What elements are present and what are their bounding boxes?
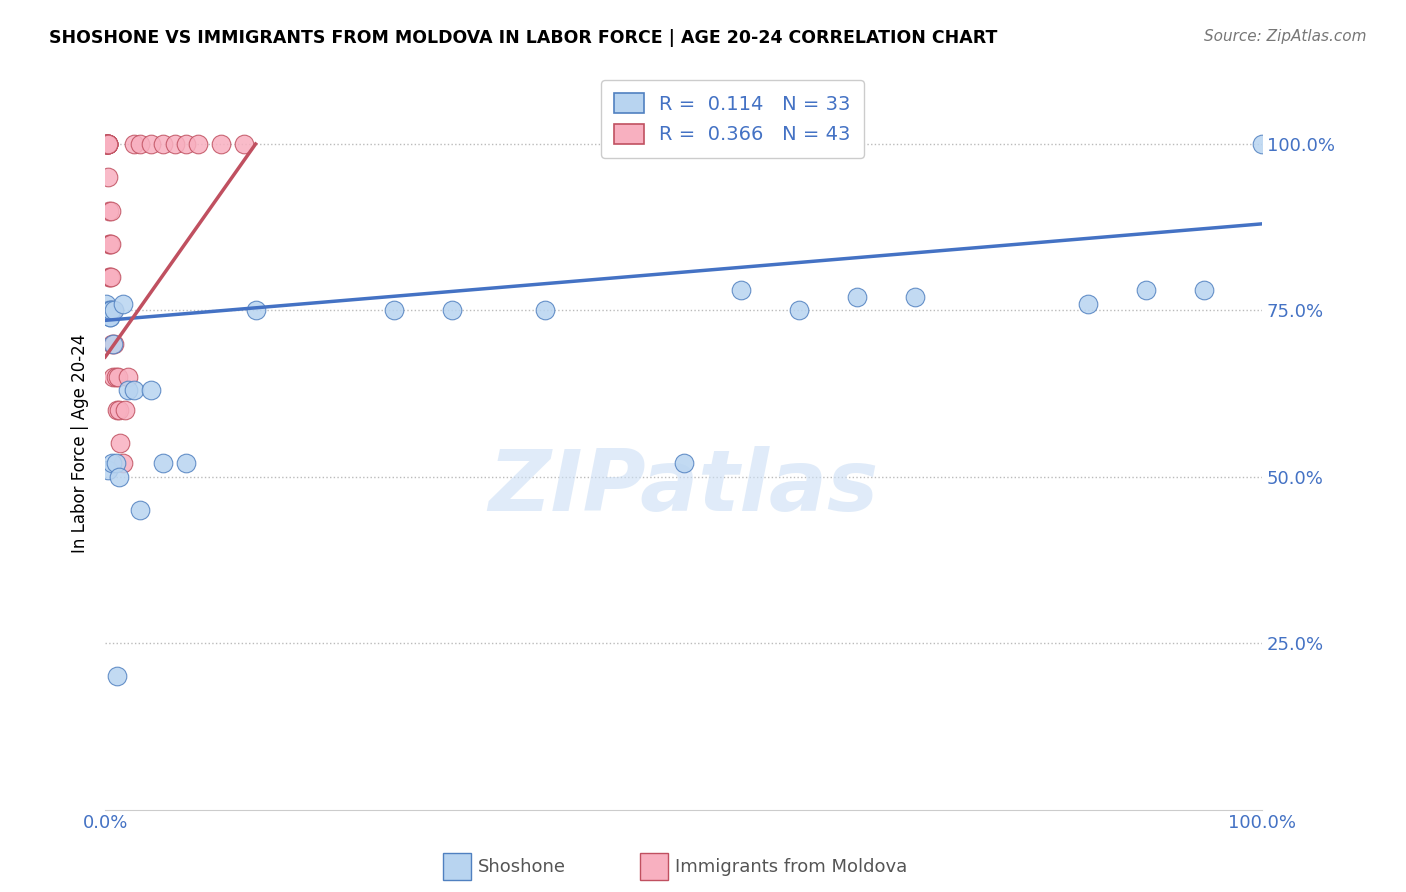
Point: [96, 136, 118, 151]
Point: [103, 370, 125, 384]
Point: [1077, 296, 1099, 310]
Point: [904, 290, 927, 304]
Point: [117, 383, 139, 397]
Text: Source: ZipAtlas.com: Source: ZipAtlas.com: [1204, 29, 1367, 44]
Point: [846, 290, 869, 304]
Point: [1135, 284, 1157, 298]
Point: [97, 236, 120, 251]
Point: [96, 136, 118, 151]
Point: [96, 136, 118, 151]
Point: [103, 336, 125, 351]
Point: [787, 303, 810, 318]
Point: [533, 303, 555, 318]
Point: [384, 303, 406, 318]
Point: [103, 336, 125, 351]
Point: [129, 136, 152, 151]
Point: [101, 336, 124, 351]
Point: [187, 136, 209, 151]
Point: [98, 236, 121, 251]
Point: [96, 170, 118, 185]
Point: [1251, 136, 1274, 151]
Point: [117, 370, 139, 384]
Point: [1192, 284, 1215, 298]
Point: [98, 270, 121, 285]
Point: [105, 403, 128, 417]
Point: [96, 136, 118, 151]
Legend: R =  0.114   N = 33, R =  0.366   N = 43: R = 0.114 N = 33, R = 0.366 N = 43: [600, 80, 865, 158]
Point: [97, 270, 120, 285]
Point: [209, 136, 232, 151]
Point: [96, 136, 118, 151]
Point: [141, 136, 163, 151]
Point: [141, 383, 163, 397]
Point: [104, 370, 127, 384]
Text: Immigrants from Moldova: Immigrants from Moldova: [675, 858, 907, 876]
Point: [101, 303, 124, 318]
Point: [100, 270, 122, 285]
Point: [103, 303, 125, 318]
Point: [111, 296, 134, 310]
Point: [122, 383, 145, 397]
Point: [108, 469, 131, 483]
Point: [100, 203, 122, 218]
Point: [163, 136, 186, 151]
Point: [96, 136, 118, 151]
Point: [152, 457, 174, 471]
Point: [96, 463, 118, 477]
Point: [96, 296, 118, 310]
Point: [108, 403, 131, 417]
Point: [152, 136, 174, 151]
Point: [730, 284, 752, 298]
Point: [672, 457, 695, 471]
Point: [96, 136, 118, 151]
Point: [107, 370, 129, 384]
Point: [98, 310, 121, 324]
Point: [122, 136, 145, 151]
Y-axis label: In Labor Force | Age 20-24: In Labor Force | Age 20-24: [72, 334, 89, 553]
Point: [100, 303, 122, 318]
Point: [441, 303, 464, 318]
Point: [174, 457, 197, 471]
Point: [96, 136, 118, 151]
Point: [111, 457, 134, 471]
Point: [233, 136, 256, 151]
Point: [129, 503, 152, 517]
Text: ZIPatlas: ZIPatlas: [488, 446, 879, 529]
Point: [103, 303, 125, 318]
Point: [100, 303, 122, 318]
Text: Shoshone: Shoshone: [478, 858, 567, 876]
Point: [96, 136, 118, 151]
Point: [96, 136, 118, 151]
Point: [96, 136, 118, 151]
Point: [101, 457, 124, 471]
Point: [114, 403, 136, 417]
Point: [96, 136, 118, 151]
Point: [97, 203, 120, 218]
Point: [97, 303, 120, 318]
Text: SHOSHONE VS IMMIGRANTS FROM MOLDOVA IN LABOR FORCE | AGE 20-24 CORRELATION CHART: SHOSHONE VS IMMIGRANTS FROM MOLDOVA IN L…: [49, 29, 998, 46]
Point: [174, 136, 197, 151]
Point: [100, 236, 122, 251]
Point: [110, 436, 132, 450]
Point: [98, 310, 121, 324]
Point: [105, 669, 128, 683]
Point: [245, 303, 267, 318]
Point: [104, 457, 127, 471]
